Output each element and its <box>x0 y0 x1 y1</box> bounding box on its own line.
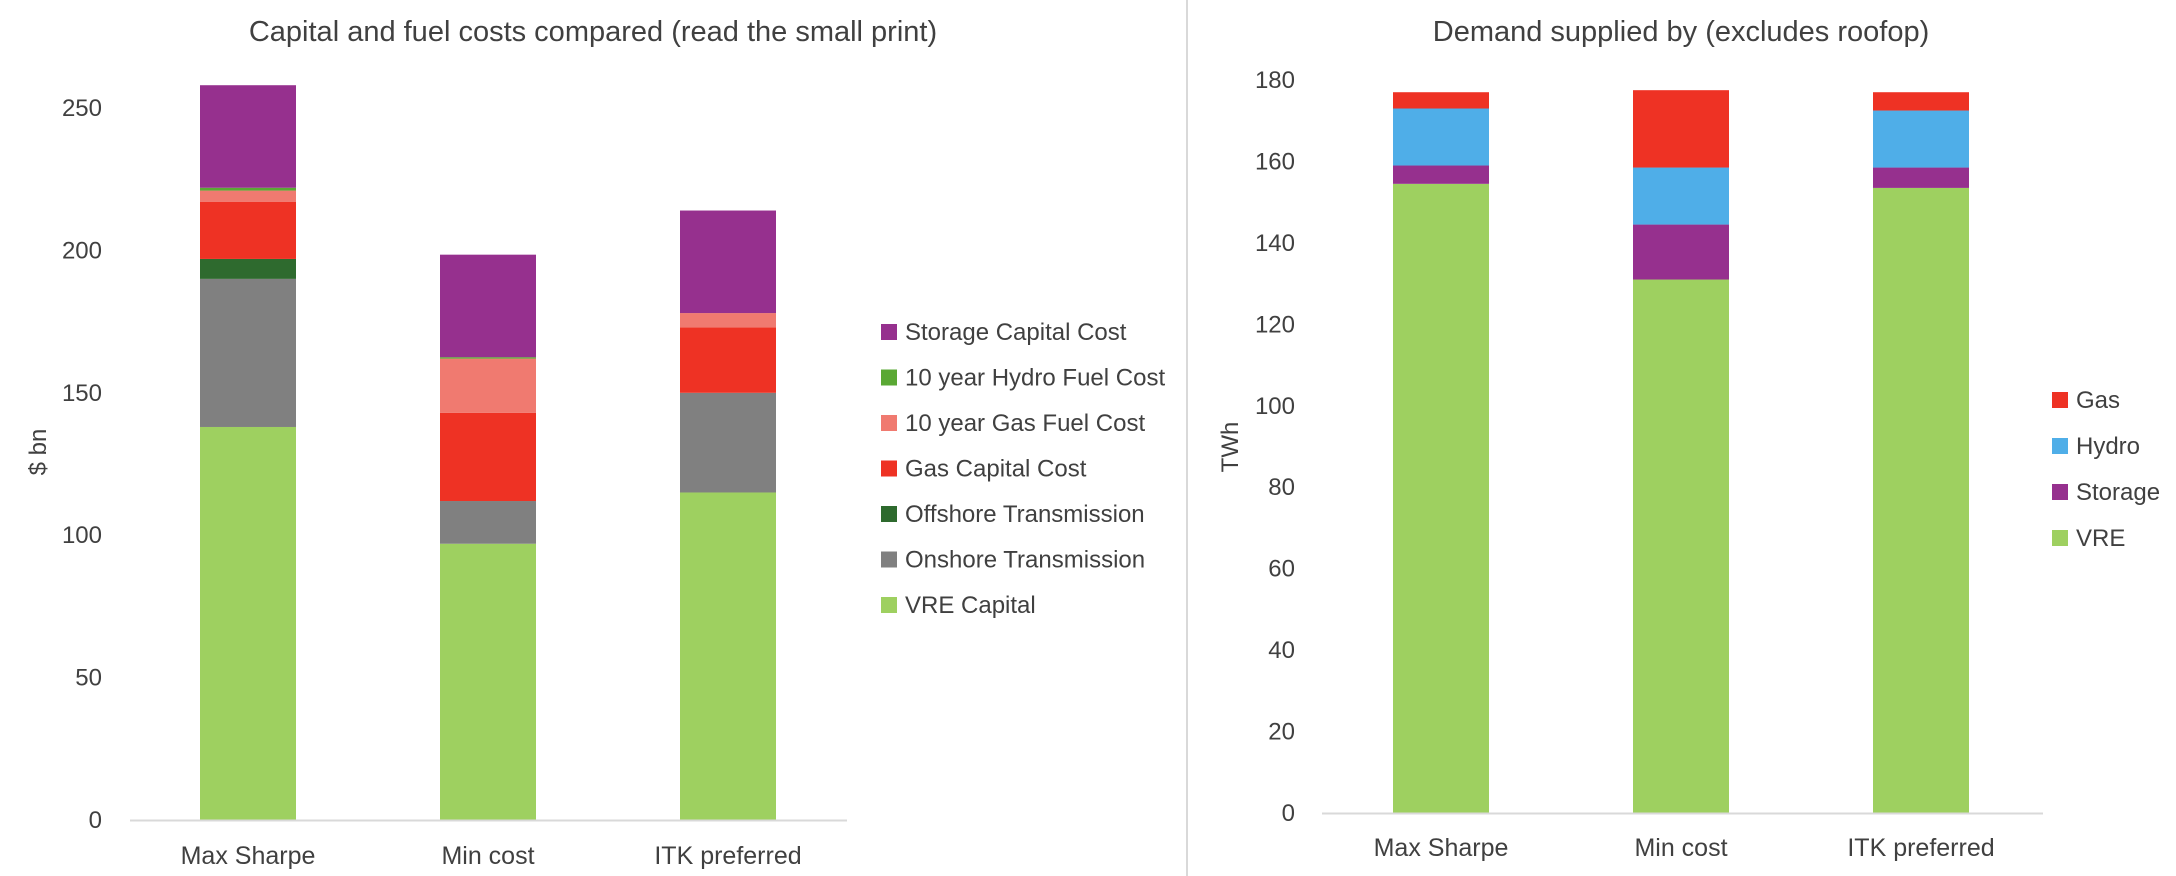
bar-segment <box>200 190 296 202</box>
legend-label: Gas <box>2076 387 2120 414</box>
bar-segment <box>1633 167 1729 225</box>
bar-segment <box>680 327 776 393</box>
legend-item: Hydro <box>2052 433 2140 460</box>
chart-title: Capital and fuel costs compared (read th… <box>249 16 937 48</box>
legend-item: 10 year Hydro Fuel Cost <box>881 365 1165 392</box>
bar-segment <box>1633 90 1729 168</box>
legend-label: Storage Capital Cost <box>905 319 1127 346</box>
y-tick-label: 0 <box>89 807 102 834</box>
x-category-label: ITK preferred <box>654 842 801 870</box>
bar-segment <box>440 412 536 502</box>
bar-segment <box>680 392 776 493</box>
y-axis-label: $ bn <box>25 429 52 476</box>
legend-label: VRE Capital <box>905 592 1036 619</box>
legend-swatch <box>2052 438 2068 454</box>
x-category-label: Max Sharpe <box>1374 834 1509 862</box>
legend-label: Onshore Transmission <box>905 547 1145 574</box>
y-tick-label: 0 <box>1282 800 1295 827</box>
bar-segment <box>200 258 296 279</box>
bar-segment <box>1393 165 1489 184</box>
bar-segment <box>1873 187 1969 814</box>
bar-segment <box>1873 167 1969 188</box>
x-category-label: Min cost <box>1634 834 1727 862</box>
bar-segment <box>1873 92 1969 111</box>
legend-swatch <box>881 460 897 477</box>
bar-segment <box>440 543 536 820</box>
bar-segment <box>1633 224 1729 280</box>
legend-swatch <box>881 369 897 386</box>
y-tick-label: 180 <box>1255 67 1295 94</box>
y-tick-label: 250 <box>62 95 102 122</box>
legend-label: Hydro <box>2076 433 2140 460</box>
bar-segment <box>1633 279 1729 813</box>
legend-swatch <box>881 506 897 522</box>
bar-segment <box>440 357 536 359</box>
legend-item: Gas <box>2052 387 2120 414</box>
bar-segment <box>1873 110 1969 168</box>
y-tick-label: 140 <box>1255 230 1295 257</box>
legend-item: Onshore Transmission <box>881 547 1145 574</box>
legend-swatch <box>881 415 897 431</box>
y-tick-label: 160 <box>1255 148 1295 175</box>
bar-segment <box>200 201 296 259</box>
legend-swatch <box>881 597 897 613</box>
bar-segment <box>680 210 776 314</box>
x-category-label: Max Sharpe <box>181 842 316 870</box>
demand-chart: Demand supplied by (excludes roofop) TWh… <box>1217 16 2160 862</box>
legend-label: 10 year Gas Fuel Cost <box>905 410 1145 437</box>
bar-segment <box>1393 183 1489 813</box>
bar-segment <box>680 313 776 328</box>
legend-swatch <box>2052 484 2068 500</box>
chart-title: Demand supplied by (excludes roofop) <box>1433 16 1930 48</box>
legend-item: VRE Capital <box>881 592 1036 619</box>
legend-swatch <box>881 324 897 340</box>
legend-swatch <box>2052 530 2068 546</box>
bar-segment <box>200 426 296 820</box>
legend-item: VRE <box>2052 525 2125 552</box>
bar-segment <box>440 501 536 544</box>
y-tick-label: 40 <box>1268 637 1295 664</box>
y-tick-label: 80 <box>1268 474 1295 501</box>
bar-segment <box>680 492 776 820</box>
y-tick-label: 150 <box>62 380 102 407</box>
y-axis-label: TWh <box>1217 422 1244 473</box>
legend-item: Gas Capital Cost <box>881 456 1087 483</box>
legend-label: 10 year Hydro Fuel Cost <box>905 365 1165 392</box>
legend-item: Storage <box>2052 479 2160 506</box>
legend-label: VRE <box>2076 525 2125 552</box>
bar-segment <box>200 187 296 191</box>
bar-segment <box>1393 92 1489 109</box>
legend-item: Storage Capital Cost <box>881 319 1127 346</box>
legend-item: Offshore Transmission <box>881 501 1145 528</box>
legend-swatch <box>2052 392 2068 408</box>
bar-segment <box>440 254 536 358</box>
costs-chart: Capital and fuel costs compared (read th… <box>25 16 1165 870</box>
y-tick-label: 200 <box>62 237 102 264</box>
legend-label: Storage <box>2076 479 2160 506</box>
x-category-label: ITK preferred <box>1847 834 1994 862</box>
bar-segment <box>440 358 536 413</box>
x-category-label: Min cost <box>441 842 534 870</box>
y-tick-label: 100 <box>62 522 102 549</box>
legend-label: Gas Capital Cost <box>905 456 1087 483</box>
bar-segment <box>200 278 296 427</box>
legend-swatch <box>881 551 897 568</box>
y-tick-label: 120 <box>1255 311 1295 338</box>
legend-label: Offshore Transmission <box>905 501 1145 528</box>
y-tick-label: 100 <box>1255 393 1295 420</box>
bar-segment <box>1393 108 1489 166</box>
legend-item: 10 year Gas Fuel Cost <box>881 410 1145 437</box>
bar-segment <box>200 85 296 188</box>
y-tick-label: 20 <box>1268 719 1295 746</box>
y-tick-label: 50 <box>75 665 102 692</box>
y-tick-label: 60 <box>1268 556 1295 583</box>
